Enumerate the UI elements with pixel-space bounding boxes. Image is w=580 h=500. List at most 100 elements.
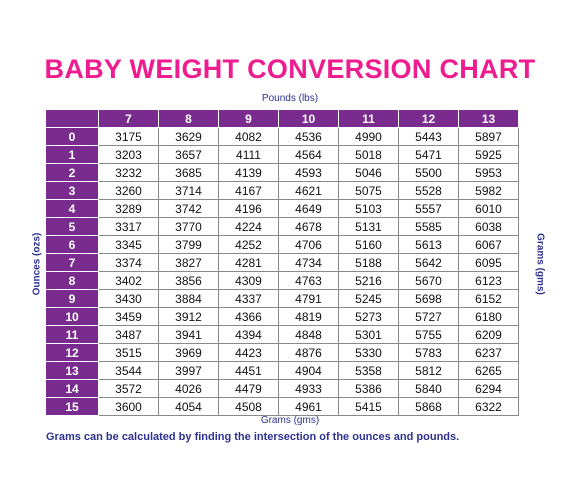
pounds-header-cell: 9 — [218, 109, 279, 128]
grams-cell: 4706 — [278, 235, 339, 254]
grams-cell: 4990 — [338, 127, 399, 146]
grams-side-label: Grams (gms) — [534, 233, 546, 295]
grams-cell: 5897 — [458, 127, 519, 146]
grams-cell: 3799 — [158, 235, 219, 254]
grams-cell: 4366 — [218, 307, 279, 326]
grams-cell: 6152 — [458, 289, 519, 308]
grams-cell: 3884 — [158, 289, 219, 308]
table-row: 1 3203 3657 4111 4564 5018 5471 5925 — [45, 145, 519, 164]
grams-cell: 5188 — [338, 253, 399, 272]
grams-cell: 3997 — [158, 361, 219, 380]
grams-cell: 3714 — [158, 181, 219, 200]
pounds-header-cell: 11 — [338, 109, 399, 128]
pounds-header-cell: 8 — [158, 109, 219, 128]
grams-cell: 3515 — [98, 343, 159, 362]
table-corner — [45, 109, 99, 128]
grams-cell: 5103 — [338, 199, 399, 218]
grams-cell: 5840 — [398, 379, 459, 398]
grams-cell: 4508 — [218, 397, 279, 416]
grams-cell: 4678 — [278, 217, 339, 236]
pounds-axis-label: Pounds (lbs) — [261, 93, 319, 104]
table-row: 6 3345 3799 4252 4706 5160 5613 6067 — [45, 235, 519, 254]
grams-cell: 5613 — [398, 235, 459, 254]
grams-cell: 3544 — [98, 361, 159, 380]
grams-cell: 4082 — [218, 127, 279, 146]
grams-cell: 3317 — [98, 217, 159, 236]
grams-cell: 4593 — [278, 163, 339, 182]
grams-cell: 6067 — [458, 235, 519, 254]
grams-cell: 5670 — [398, 271, 459, 290]
grams-cell: 4763 — [278, 271, 339, 290]
grams-cell: 6095 — [458, 253, 519, 272]
grams-cell: 4252 — [218, 235, 279, 254]
grams-cell: 5755 — [398, 325, 459, 344]
grams-cell: 3856 — [158, 271, 219, 290]
grams-bottom-label: Grams (gms) — [260, 415, 320, 426]
grams-cell: 3430 — [98, 289, 159, 308]
grams-cell: 5783 — [398, 343, 459, 362]
table-row: 2 3232 3685 4139 4593 5046 5500 5953 — [45, 163, 519, 182]
pounds-header-cell: 7 — [98, 109, 159, 128]
grams-cell: 5698 — [398, 289, 459, 308]
grams-cell: 5075 — [338, 181, 399, 200]
grams-cell: 3459 — [98, 307, 159, 326]
ounces-row-header: 15 — [45, 397, 99, 416]
grams-cell: 5301 — [338, 325, 399, 344]
grams-cell: 4196 — [218, 199, 279, 218]
grams-cell: 4423 — [218, 343, 279, 362]
grams-cell: 4564 — [278, 145, 339, 164]
grams-cell: 4848 — [278, 325, 339, 344]
ounces-row-header: 0 — [45, 127, 99, 146]
table-row: 8 3402 3856 4309 4763 5216 5670 6123 — [45, 271, 519, 290]
grams-cell: 4281 — [218, 253, 279, 272]
grams-cell: 4876 — [278, 343, 339, 362]
grams-cell: 4451 — [218, 361, 279, 380]
grams-cell: 5273 — [338, 307, 399, 326]
table-row: 5 3317 3770 4224 4678 5131 5585 6038 — [45, 217, 519, 236]
grams-cell: 5557 — [398, 199, 459, 218]
table-row: 0 3175 3629 4082 4536 4990 5443 5897 — [45, 127, 519, 146]
grams-cell: 4819 — [278, 307, 339, 326]
ounces-row-header: 14 — [45, 379, 99, 398]
grams-cell: 5386 — [338, 379, 399, 398]
grams-cell: 3487 — [98, 325, 159, 344]
table-row: 14 3572 4026 4479 4933 5386 5840 6294 — [45, 379, 519, 398]
table-row: 11 3487 3941 4394 4848 5301 5755 6209 — [45, 325, 519, 344]
grams-cell: 3941 — [158, 325, 219, 344]
table-row: 10 3459 3912 4366 4819 5273 5727 6180 — [45, 307, 519, 326]
ounces-row-header: 2 — [45, 163, 99, 182]
conversion-table: 7 8 9 10 11 12 13 0 3175 3629 4082 4536 4990 5… — [45, 109, 519, 416]
grams-cell: 5358 — [338, 361, 399, 380]
table-body: 0 3175 3629 4082 4536 4990 5443 5897 1 3203 3657 41… — [45, 127, 519, 416]
grams-cell: 5982 — [458, 181, 519, 200]
ounces-row-header: 13 — [45, 361, 99, 380]
ounces-row-header: 5 — [45, 217, 99, 236]
grams-cell: 6237 — [458, 343, 519, 362]
grams-cell: 5642 — [398, 253, 459, 272]
grams-cell: 4649 — [278, 199, 339, 218]
grams-cell: 4479 — [218, 379, 279, 398]
grams-cell: 4167 — [218, 181, 279, 200]
grams-cell: 4791 — [278, 289, 339, 308]
table-row: 7 3374 3827 4281 4734 5188 5642 6095 — [45, 253, 519, 272]
grams-cell: 5046 — [338, 163, 399, 182]
grams-cell: 6038 — [458, 217, 519, 236]
grams-cell: 3374 — [98, 253, 159, 272]
grams-cell: 3260 — [98, 181, 159, 200]
grams-cell: 4933 — [278, 379, 339, 398]
ounces-row-header: 12 — [45, 343, 99, 362]
ounces-row-header: 8 — [45, 271, 99, 290]
grams-cell: 3969 — [158, 343, 219, 362]
ounces-row-header: 3 — [45, 181, 99, 200]
grams-cell: 5500 — [398, 163, 459, 182]
grams-cell: 4536 — [278, 127, 339, 146]
pounds-header-cell: 12 — [398, 109, 459, 128]
grams-cell: 6322 — [458, 397, 519, 416]
grams-cell: 5953 — [458, 163, 519, 182]
grams-cell: 5868 — [398, 397, 459, 416]
grams-cell: 4394 — [218, 325, 279, 344]
grams-cell: 6180 — [458, 307, 519, 326]
grams-cell: 3685 — [158, 163, 219, 182]
table-row: 13 3544 3997 4451 4904 5358 5812 6265 — [45, 361, 519, 380]
grams-cell: 3912 — [158, 307, 219, 326]
